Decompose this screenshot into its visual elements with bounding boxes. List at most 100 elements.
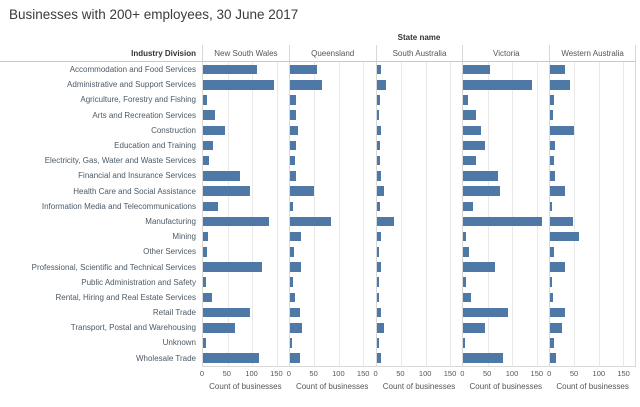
bar[interactable] <box>550 338 555 348</box>
bar[interactable] <box>203 155 210 166</box>
bar[interactable] <box>463 171 498 181</box>
bar[interactable] <box>203 140 213 151</box>
bar[interactable] <box>376 353 381 363</box>
bar[interactable] <box>203 125 226 136</box>
bar[interactable] <box>203 231 208 242</box>
bar[interactable] <box>550 64 565 75</box>
bar[interactable] <box>203 95 207 105</box>
bar[interactable] <box>289 247 294 257</box>
bar[interactable] <box>289 338 292 348</box>
bar[interactable] <box>376 216 394 227</box>
bar[interactable] <box>289 307 300 318</box>
bar[interactable] <box>376 323 384 333</box>
bar[interactable] <box>463 110 476 120</box>
bar[interactable] <box>463 247 470 257</box>
bar[interactable] <box>376 155 380 166</box>
bar[interactable] <box>463 201 474 212</box>
bar[interactable] <box>203 338 206 348</box>
bar[interactable] <box>550 140 556 151</box>
bar[interactable] <box>550 292 554 303</box>
bar[interactable] <box>463 95 469 105</box>
bar[interactable] <box>203 247 207 257</box>
bar[interactable] <box>203 171 240 181</box>
bar[interactable] <box>376 140 380 151</box>
bar[interactable] <box>550 277 553 287</box>
bar[interactable] <box>463 125 481 136</box>
bar[interactable] <box>289 292 295 303</box>
bar[interactable] <box>463 186 501 196</box>
bar[interactable] <box>376 171 381 181</box>
bar[interactable] <box>376 95 380 105</box>
bar[interactable] <box>463 353 503 363</box>
bar[interactable] <box>289 95 297 105</box>
bar[interactable] <box>463 216 542 227</box>
bar[interactable] <box>463 292 471 303</box>
bar[interactable] <box>376 64 381 75</box>
bar[interactable] <box>376 307 382 318</box>
bar[interactable] <box>550 80 570 90</box>
bar[interactable] <box>289 64 317 75</box>
bar[interactable] <box>289 262 302 272</box>
bar[interactable] <box>203 262 262 272</box>
bar[interactable] <box>289 110 296 120</box>
bar[interactable] <box>289 171 297 181</box>
bar[interactable] <box>203 64 257 75</box>
bar[interactable] <box>463 231 467 242</box>
bar[interactable] <box>289 277 293 287</box>
bar[interactable] <box>289 125 299 136</box>
bar[interactable] <box>376 262 382 272</box>
bar[interactable] <box>203 80 275 90</box>
bar[interactable] <box>463 323 486 333</box>
bar[interactable] <box>463 262 496 272</box>
bar[interactable] <box>289 140 297 151</box>
bar[interactable] <box>289 186 315 196</box>
bar[interactable] <box>550 186 565 196</box>
bar[interactable] <box>463 338 466 348</box>
bar[interactable] <box>376 80 387 90</box>
bar[interactable] <box>463 307 508 318</box>
bar[interactable] <box>203 110 216 120</box>
bar[interactable] <box>463 80 533 90</box>
bar[interactable] <box>289 323 303 333</box>
bar[interactable] <box>203 307 250 318</box>
bar[interactable] <box>376 201 380 212</box>
bar[interactable] <box>289 216 332 227</box>
bar[interactable] <box>463 140 486 151</box>
bar[interactable] <box>550 231 580 242</box>
bar[interactable] <box>203 292 212 303</box>
bar[interactable] <box>376 125 381 136</box>
bar[interactable] <box>550 155 555 166</box>
bar[interactable] <box>550 201 553 212</box>
bar[interactable] <box>550 125 575 136</box>
bar[interactable] <box>289 231 302 242</box>
bar[interactable] <box>550 95 555 105</box>
bar[interactable] <box>550 171 556 181</box>
bar[interactable] <box>289 353 301 363</box>
bar[interactable] <box>550 110 554 120</box>
bar[interactable] <box>550 247 555 257</box>
bar[interactable] <box>376 110 379 120</box>
bar[interactable] <box>203 186 250 196</box>
bar[interactable] <box>376 277 379 287</box>
bar[interactable] <box>376 338 379 348</box>
bar[interactable] <box>550 307 565 318</box>
bar[interactable] <box>550 323 563 333</box>
bar[interactable] <box>289 201 293 212</box>
bar[interactable] <box>203 277 206 287</box>
bar[interactable] <box>376 292 379 303</box>
bar[interactable] <box>289 155 295 166</box>
bar[interactable] <box>203 201 218 212</box>
bar[interactable] <box>463 155 476 166</box>
bar[interactable] <box>550 216 574 227</box>
bar[interactable] <box>463 277 467 287</box>
bar[interactable] <box>203 353 260 363</box>
bar[interactable] <box>463 64 491 75</box>
bar[interactable] <box>550 353 556 363</box>
bar[interactable] <box>203 216 270 227</box>
bar[interactable] <box>550 262 565 272</box>
bar[interactable] <box>376 186 384 196</box>
bar[interactable] <box>376 231 381 242</box>
bar[interactable] <box>289 80 322 90</box>
bar[interactable] <box>376 247 379 257</box>
bar[interactable] <box>203 323 235 333</box>
